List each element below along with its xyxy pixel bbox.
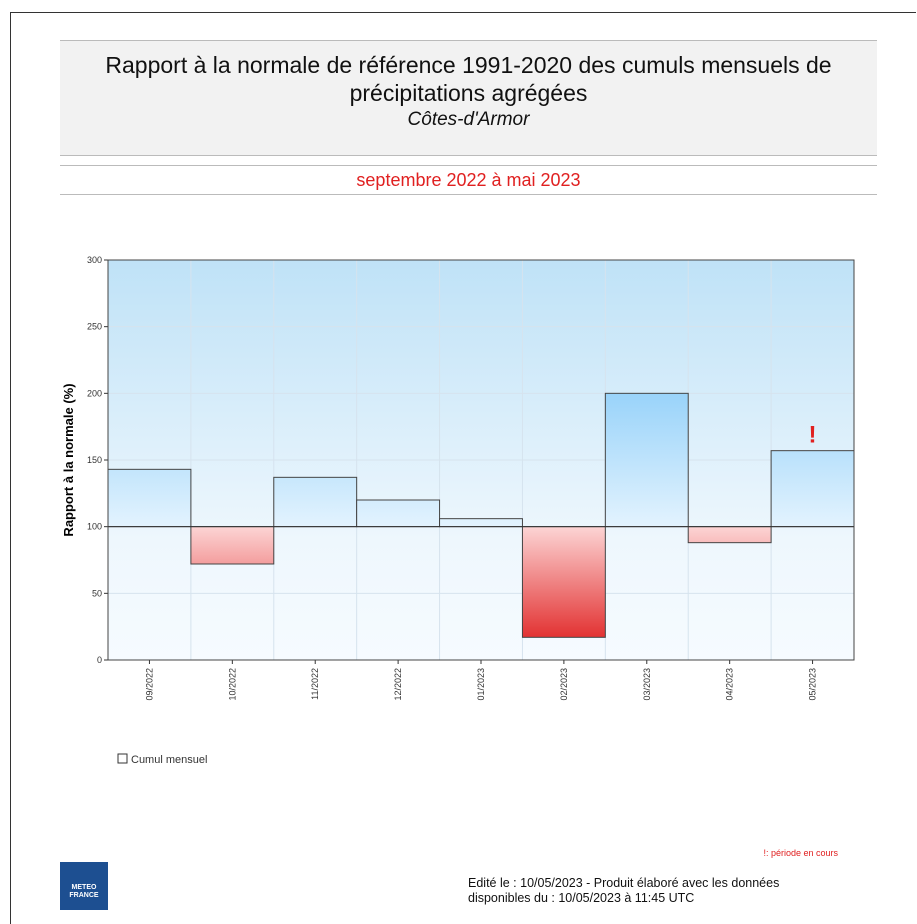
bar (190, 526, 275, 565)
y-tick-label: 250 (87, 322, 102, 332)
x-tick-label: 09/2022 (144, 668, 154, 701)
chart-title: Rapport à la normale de référence 1991-2… (105, 52, 832, 106)
y-tick-label: 300 (87, 255, 102, 265)
header: Rapport à la normale de référence 1991-2… (60, 40, 877, 156)
y-tick-label: 0 (97, 655, 102, 665)
footer: Edité le : 10/05/2023 - Produit élaboré … (468, 876, 779, 906)
y-tick-label: 100 (87, 522, 102, 532)
x-tick-label: 03/2023 (642, 668, 652, 701)
y-tick-label: 200 (87, 388, 102, 398)
bar (770, 450, 855, 528)
y-axis-label: Rapport à la normale (%) (61, 383, 76, 536)
x-tick-label: 05/2023 (808, 668, 818, 701)
x-tick-label: 10/2022 (227, 668, 237, 701)
bar (356, 499, 441, 528)
y-tick-label: 50 (92, 588, 102, 598)
plot-frame (107, 259, 855, 661)
x-tick-label: 02/2023 (559, 668, 569, 701)
y-tick-label: 150 (87, 455, 102, 465)
x-tick-label: 04/2023 (725, 668, 735, 701)
note: !: période en cours (763, 848, 838, 858)
x-tick-label: 01/2023 (476, 668, 486, 701)
logo-text: FRANCE (69, 892, 99, 899)
legend-swatch (117, 753, 128, 764)
chart-subtitle: Côtes-d'Armor (407, 109, 530, 130)
bar (521, 526, 606, 638)
current-marker: ! (809, 422, 817, 449)
bar (604, 392, 689, 528)
bar (439, 518, 523, 528)
bar (687, 526, 772, 544)
frame (10, 12, 916, 924)
legend-label: Cumul mensuel (131, 754, 207, 766)
period: septembre 2022 à mai 2023 (60, 165, 877, 195)
footer-line: Edité le : 10/05/2023 - Produit élaboré … (468, 876, 780, 890)
logo: METEO FRANCE (60, 862, 108, 910)
footer-line: disponibles du : 10/05/2023 à 11:45 UTC (468, 891, 695, 905)
logo-text: METEO (71, 884, 97, 891)
bar (273, 476, 358, 528)
x-tick-label: 11/2022 (310, 668, 320, 700)
bar (107, 468, 192, 528)
x-tick-label: 12/2022 (393, 668, 403, 701)
